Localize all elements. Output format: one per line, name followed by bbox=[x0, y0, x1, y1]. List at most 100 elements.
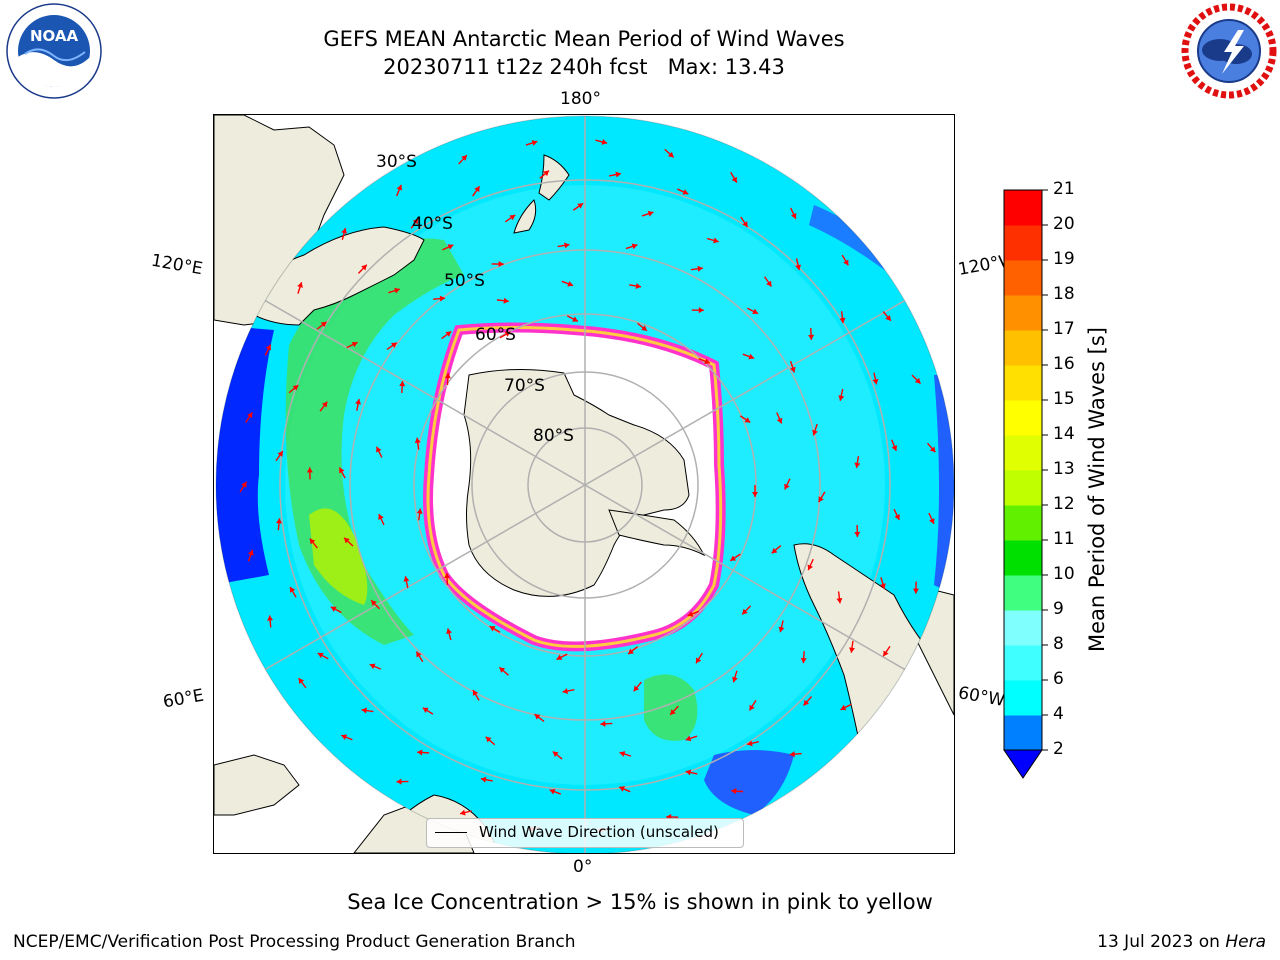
wave-direction-arrowhead bbox=[320, 321, 327, 328]
colorbar-tick-label: 6 bbox=[1053, 669, 1064, 689]
wave-direction-arrowhead bbox=[633, 685, 640, 692]
wave-direction-arrowhead bbox=[687, 611, 694, 617]
wave-direction-arrowhead bbox=[748, 353, 755, 360]
colorbar-segment bbox=[1004, 575, 1042, 611]
wave-direction-arrowhead bbox=[744, 417, 751, 423]
wave-direction-arrowhead bbox=[277, 451, 283, 457]
colorbar-tick-label: 11 bbox=[1053, 529, 1075, 549]
wave-direction-arrowhead bbox=[854, 531, 861, 538]
wave-direction-arrowhead bbox=[789, 366, 796, 373]
colorbar-tick-label: 19 bbox=[1053, 249, 1075, 269]
wave-direction-arrowhead bbox=[355, 399, 362, 405]
wave-direction-arrowhead bbox=[766, 280, 772, 287]
footer-date: 13 Jul 2023 on Hera bbox=[1097, 932, 1266, 952]
wave-direction-arrowhead bbox=[667, 151, 674, 158]
wave-direction-arrowhead bbox=[628, 648, 634, 655]
wave-direction-arrowhead bbox=[880, 583, 886, 589]
wave-direction-arrowhead bbox=[854, 462, 861, 468]
wave-direction-arrowhead bbox=[417, 749, 423, 756]
chart-title: GEFS MEAN Antarctic Mean Period of Wind … bbox=[323, 27, 845, 51]
wave-direction-arrowhead bbox=[849, 647, 855, 653]
wave-direction-arrowhead bbox=[732, 676, 738, 683]
wave-direction-arrowhead bbox=[731, 176, 737, 183]
wave-direction-arrowhead bbox=[730, 555, 737, 561]
nws-logo bbox=[1181, 3, 1277, 99]
wave-direction-arrowhead bbox=[704, 358, 710, 365]
wave-direction-arrowhead bbox=[838, 395, 845, 401]
colorbar-tick-label: 12 bbox=[1053, 494, 1075, 514]
colorbar-segment bbox=[1004, 645, 1042, 681]
wave-direction-arrowhead bbox=[685, 735, 692, 742]
colorbar-tick-label: 21 bbox=[1053, 179, 1075, 199]
lat-label-60s: 60°S bbox=[475, 325, 516, 345]
wave-direction-arrowhead bbox=[376, 446, 382, 453]
colorbar-segment bbox=[1004, 470, 1042, 506]
wave-direction-arrowhead bbox=[778, 626, 785, 633]
colorbar-segment bbox=[1004, 295, 1042, 331]
wave-direction-arrowhead bbox=[752, 492, 758, 497]
polar-map: 30°S 40°S 50°S 60°S 70°S 80°S bbox=[214, 115, 954, 853]
colorbar-tick-label: 20 bbox=[1053, 214, 1075, 234]
colorbar-tick-label: 9 bbox=[1053, 599, 1064, 619]
wave-direction-arrowhead bbox=[416, 651, 422, 658]
wave-direction-arrowhead bbox=[836, 597, 843, 604]
noaa-logo-text: NOAA bbox=[30, 27, 79, 45]
wave-direction-arrowhead bbox=[298, 678, 305, 684]
wave-direction-arrowhead bbox=[577, 203, 584, 209]
wave-direction-arrowhead bbox=[631, 243, 638, 250]
colorbar-tick-label: 16 bbox=[1053, 354, 1075, 374]
wave-direction-arrowhead bbox=[800, 657, 807, 664]
colorbar-tick-label: 4 bbox=[1053, 704, 1064, 724]
wave-direction-arrowhead bbox=[929, 446, 936, 453]
wave-direction-arrowhead bbox=[247, 412, 253, 419]
wave-direction-arrowhead bbox=[698, 307, 704, 314]
colorbar-segment bbox=[1004, 610, 1042, 646]
lon-label-60e: 60°E bbox=[161, 685, 206, 713]
wave-direction-arrowhead bbox=[461, 155, 467, 161]
wave-direction-arrowhead bbox=[556, 654, 563, 660]
wave-direction-arrowhead bbox=[509, 214, 516, 221]
wave-direction-arrowhead bbox=[504, 331, 511, 337]
wave-direction-arrowhead bbox=[771, 547, 778, 554]
wave-direction-arrowhead bbox=[803, 699, 810, 706]
wave-direction-arrowhead bbox=[444, 373, 451, 379]
wave-direction-arrowhead bbox=[412, 218, 419, 225]
wave-direction-arrowhead bbox=[670, 709, 676, 715]
wave-direction-arrowhead bbox=[394, 287, 400, 294]
wave-direction-arrowhead bbox=[276, 518, 282, 524]
wave-direction-arrowhead bbox=[289, 586, 296, 593]
wave-direction-arrowhead bbox=[894, 514, 900, 520]
wave-direction-arrowhead bbox=[416, 508, 423, 514]
wave-direction-arrowhead bbox=[444, 572, 451, 579]
wave-direction-arrowhead bbox=[369, 663, 376, 670]
wave-direction-arrowhead bbox=[534, 714, 541, 720]
wave-direction-arrowhead bbox=[292, 385, 299, 391]
wave-direction-arrowhead bbox=[265, 344, 272, 351]
noaa-logo: NOAA bbox=[6, 3, 102, 99]
wave-direction-arrowhead bbox=[747, 740, 753, 747]
wave-direction-arrowhead bbox=[552, 751, 559, 757]
wave-direction-arrowhead bbox=[247, 549, 254, 556]
wave-direction-arrowhead bbox=[503, 297, 509, 304]
wave-direction-arrowhead bbox=[396, 184, 403, 191]
footer-date-text: 13 Jul 2023 on bbox=[1097, 932, 1220, 952]
wave-direction-arrowhead bbox=[776, 417, 783, 424]
wave-direction-arrowhead bbox=[531, 140, 538, 146]
wave-direction-arrowhead bbox=[685, 769, 692, 776]
colorbar-segment bbox=[1004, 330, 1042, 366]
wave-direction-arrowhead bbox=[843, 259, 849, 266]
colorbar-segment bbox=[1004, 365, 1042, 401]
wave-direction-arrowhead bbox=[371, 600, 377, 606]
wave-direction-arrowhead bbox=[499, 667, 506, 673]
colorbar-segment bbox=[1004, 225, 1042, 261]
wave-direction-arrowhead bbox=[422, 707, 429, 713]
colorbar-segment bbox=[1004, 435, 1042, 471]
wave-direction-arrowhead bbox=[929, 518, 935, 524]
wave-direction-arrowhead bbox=[839, 317, 846, 324]
wave-direction-arrowhead bbox=[808, 334, 815, 340]
forecast-time: 20230711 t12z 240h fcst bbox=[383, 55, 648, 79]
chart-subtitle: 20230711 t12z 240h fcst Max: 13.43 bbox=[0, 55, 1168, 79]
wave-direction-arrowhead bbox=[742, 608, 748, 615]
wave-direction-arrowhead bbox=[914, 377, 921, 384]
wave-direction-arrowhead bbox=[601, 139, 608, 145]
